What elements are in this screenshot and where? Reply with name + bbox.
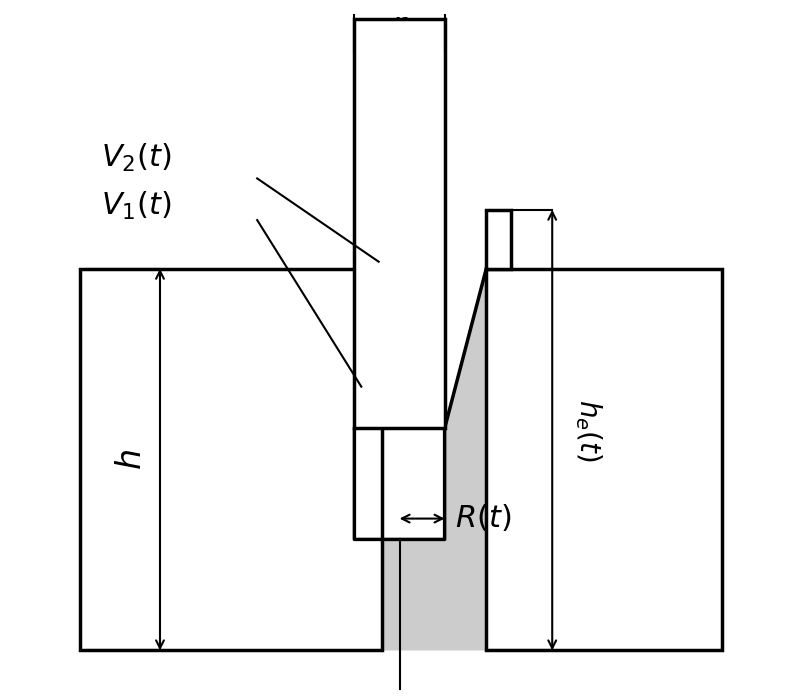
Text: $h_e(t)$: $h_e(t)$ xyxy=(573,399,604,461)
Polygon shape xyxy=(487,210,511,268)
Text: $h$: $h$ xyxy=(116,449,149,470)
Polygon shape xyxy=(487,268,722,650)
Text: $V_2(t)$: $V_2(t)$ xyxy=(101,141,172,174)
Polygon shape xyxy=(80,268,382,650)
Polygon shape xyxy=(80,268,487,650)
Text: $R(t)$: $R(t)$ xyxy=(455,503,511,534)
Text: $r$: $r$ xyxy=(391,11,408,43)
Text: $V_1(t)$: $V_1(t)$ xyxy=(101,190,172,222)
Polygon shape xyxy=(355,19,444,429)
